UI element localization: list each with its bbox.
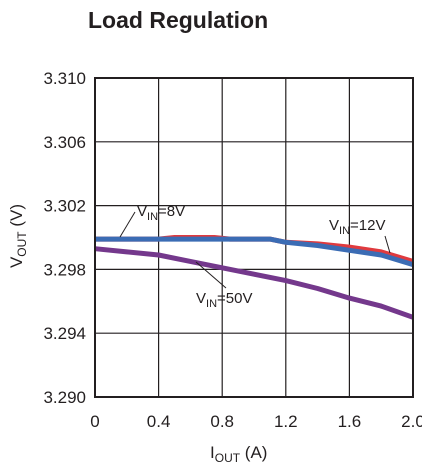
y-tick-label: 3.290: [43, 388, 86, 407]
plot-frame: [94, 77, 414, 398]
y-tick-label: 3.298: [43, 260, 86, 279]
y-tick-label: 3.310: [43, 69, 86, 88]
x-axis-label-sub: OUT: [215, 451, 241, 464]
annotation-leader-line: [384, 235, 391, 254]
y-axis-label-main: V: [7, 256, 26, 268]
series-lines: [94, 235, 414, 320]
y-axis-label-unit: (V): [7, 204, 26, 231]
x-tick-label: 1.6: [338, 412, 362, 431]
tick-labels: 0 0.4 0.8 1.2 1.6 2.0 3.310 3.306 3.302 3.298 3.29…: [43, 69, 422, 431]
annotation-rest: =12V: [350, 217, 385, 234]
x-tick-label: 0.8: [210, 412, 234, 431]
x-tick-label: 0: [90, 412, 99, 431]
annotation-label: VIN=50V: [196, 290, 252, 310]
series-line-2: [95, 236, 414, 267]
x-tick-label: 0.4: [147, 412, 171, 431]
annotation-leader-line: [119, 211, 136, 238]
x-tick-label: 2.0: [401, 412, 422, 431]
annotation-rest: =50V: [217, 290, 252, 307]
annotation-leader-line: [195, 261, 227, 289]
y-tick-label: 3.302: [43, 197, 86, 216]
annotation-main: V: [329, 217, 339, 234]
annotation-sub: IN: [147, 211, 158, 223]
annotation-rest: =8V: [158, 203, 185, 220]
y-tick-label: 3.294: [43, 324, 86, 343]
chart-title: Load Regulation: [88, 7, 268, 33]
y-axis-label-sub: OUT: [15, 231, 29, 257]
annotation-label: VIN=12V: [329, 217, 385, 237]
y-axis-label: VOUT (V): [7, 204, 29, 268]
x-tick-label: 1.2: [274, 412, 298, 431]
x-axis-label-unit: (A): [240, 443, 267, 462]
x-axis-label-main: I: [210, 443, 215, 462]
y-tick-label: 3.306: [43, 133, 86, 152]
annotation-main: V: [137, 203, 147, 220]
annotation-sub: IN: [339, 225, 350, 237]
annotation-main: V: [196, 290, 206, 307]
series-line-3: [94, 246, 414, 320]
annotation-sub: IN: [206, 298, 217, 310]
x-axis-label: IOUT (A): [210, 443, 267, 464]
annotation-label: VIN=8V: [137, 203, 185, 223]
